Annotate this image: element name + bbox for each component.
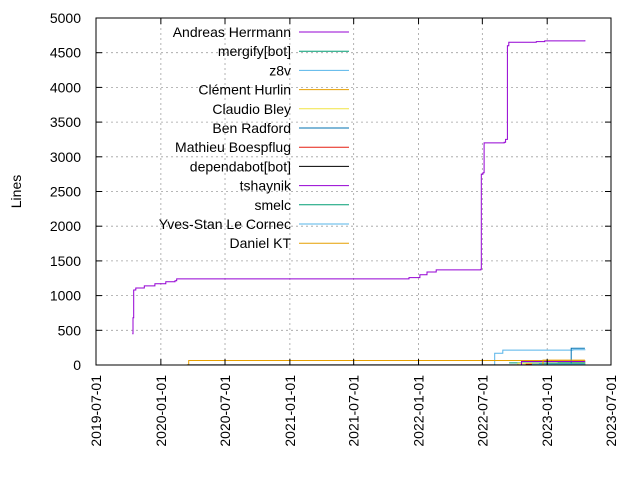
legend-label: Mathieu Boespflug: [175, 139, 291, 155]
x-tick-label: 2021-07-01: [346, 375, 362, 447]
y-tick-label: 1500: [50, 253, 81, 269]
x-tick-label: 2022-01-01: [411, 375, 427, 447]
y-tick-label: 3500: [50, 114, 81, 130]
y-tick-label: 2500: [50, 184, 81, 200]
x-tick-label: 2021-01-01: [282, 375, 298, 447]
x-tick-label: 2020-07-01: [217, 375, 233, 447]
x-tick-label: 2020-01-01: [153, 375, 169, 447]
legend-label: Claudio Bley: [212, 101, 291, 117]
y-tick-label: 4000: [50, 79, 81, 95]
legend-label: dependabot[bot]: [190, 158, 291, 174]
legend-label: Daniel KT: [230, 235, 292, 251]
y-axis-title: Lines: [8, 175, 24, 208]
y-tick-label: 0: [73, 357, 81, 373]
x-tick-label: 2019-07-01: [88, 375, 104, 447]
axis-ticks: 0 500 1000 1500 2000 2500 3000 3500 4000 4500 5000…: [50, 10, 619, 447]
x-tick-label: 2022-07-01: [474, 375, 490, 447]
y-tick-label: 1000: [50, 288, 81, 304]
y-tick-label: 2000: [50, 218, 81, 234]
plot-border: [95, 17, 612, 366]
y-tick-label: 500: [58, 322, 82, 338]
y-tick-label: 5000: [50, 10, 81, 26]
legend-label: z8v: [269, 62, 291, 78]
legend-label: Andreas Herrmann: [173, 24, 291, 40]
x-tick-label: 2023-07-01: [603, 375, 619, 447]
legend-label: Yves-Stan Le Cornec: [159, 216, 291, 232]
y-tick-label: 4500: [50, 45, 81, 61]
legend-label: mergify[bot]: [218, 43, 291, 59]
legend-label: tshaynik: [240, 178, 292, 194]
legend: Andreas Herrmann mergify[bot] z8v Clément H…: [159, 24, 349, 251]
series-line-z8v: [476, 349, 586, 366]
x-tick-label: 2023-01-01: [539, 375, 555, 447]
grid-lines: [96, 18, 611, 365]
series-line-andreas-herrmann: [132, 40, 586, 335]
legend-label: smelc: [254, 197, 291, 213]
legend-label: Ben Radford: [212, 120, 291, 136]
legend-label: Clément Hurlin: [198, 82, 291, 98]
y-tick-label: 3000: [50, 149, 81, 165]
